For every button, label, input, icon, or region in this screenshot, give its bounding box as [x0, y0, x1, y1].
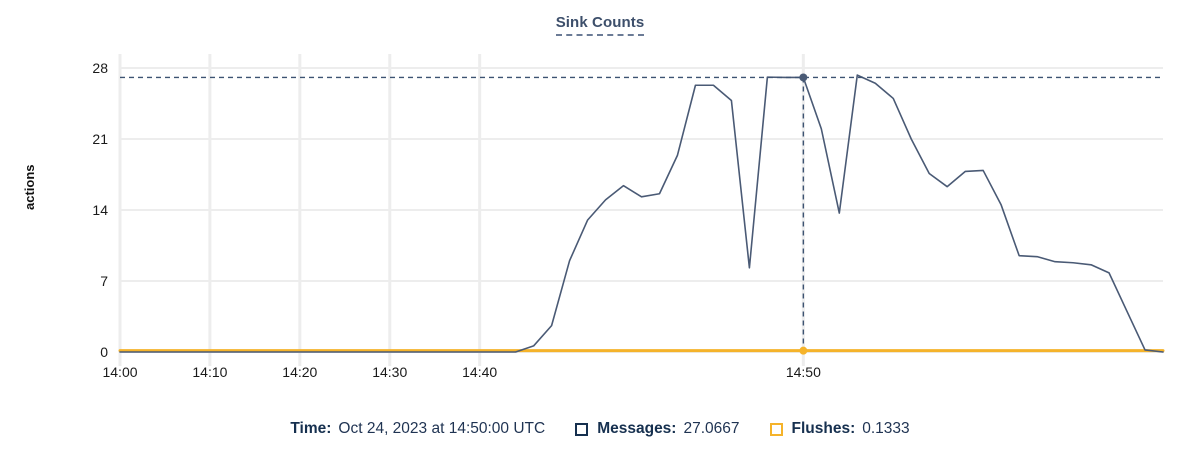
messages-label: Messages: [597, 420, 677, 437]
legend-messages[interactable]: Messages: 27.0667 [575, 420, 740, 438]
y-axis-label-container: actions [22, 164, 42, 230]
time-value: Oct 24, 2023 at 14:50:00 UTC [338, 420, 546, 437]
legend-flushes[interactable]: Flushes: 0.1333 [769, 420, 910, 438]
y-tick-label: 0 [100, 344, 108, 360]
messages-value: 27.0667 [683, 420, 740, 437]
page-title: Sink Counts [0, 14, 1200, 36]
flushes-swatch-icon [769, 422, 783, 436]
x-tick-label: 14:00 [102, 364, 138, 380]
horizontal-gridlines [120, 67, 1163, 353]
chart-title-text[interactable]: Sink Counts [555, 14, 645, 36]
x-tick-label: 14:30 [372, 364, 408, 380]
messages-swatch-icon [575, 422, 589, 436]
y-tick-label: 21 [92, 131, 108, 147]
y-tick-label: 7 [100, 273, 108, 289]
plot-area[interactable] [118, 54, 1165, 366]
x-tick-label: 14:40 [462, 364, 498, 380]
legend-time: Time: Oct 24, 2023 at 14:50:00 UTC [290, 420, 545, 438]
tooltip-legend: Time: Oct 24, 2023 at 14:50:00 UTC Messa… [0, 420, 1200, 438]
flushes-label: Flushes: [791, 420, 856, 437]
x-tick-label: 14:50 [785, 364, 821, 380]
flushes-value: 0.1333 [862, 420, 910, 437]
x-tick-label: 14:20 [282, 364, 318, 380]
y-tick-label: 14 [92, 202, 108, 218]
series-lines [118, 74, 1165, 353]
y-tick-label: 28 [92, 60, 108, 76]
crosshair [120, 76, 1163, 352]
x-tick-label: 14:10 [192, 364, 228, 380]
hover-markers [799, 73, 808, 355]
time-label: Time: [290, 420, 332, 437]
y-axis-label: actions [22, 164, 37, 210]
chart-canvas [118, 54, 1165, 366]
